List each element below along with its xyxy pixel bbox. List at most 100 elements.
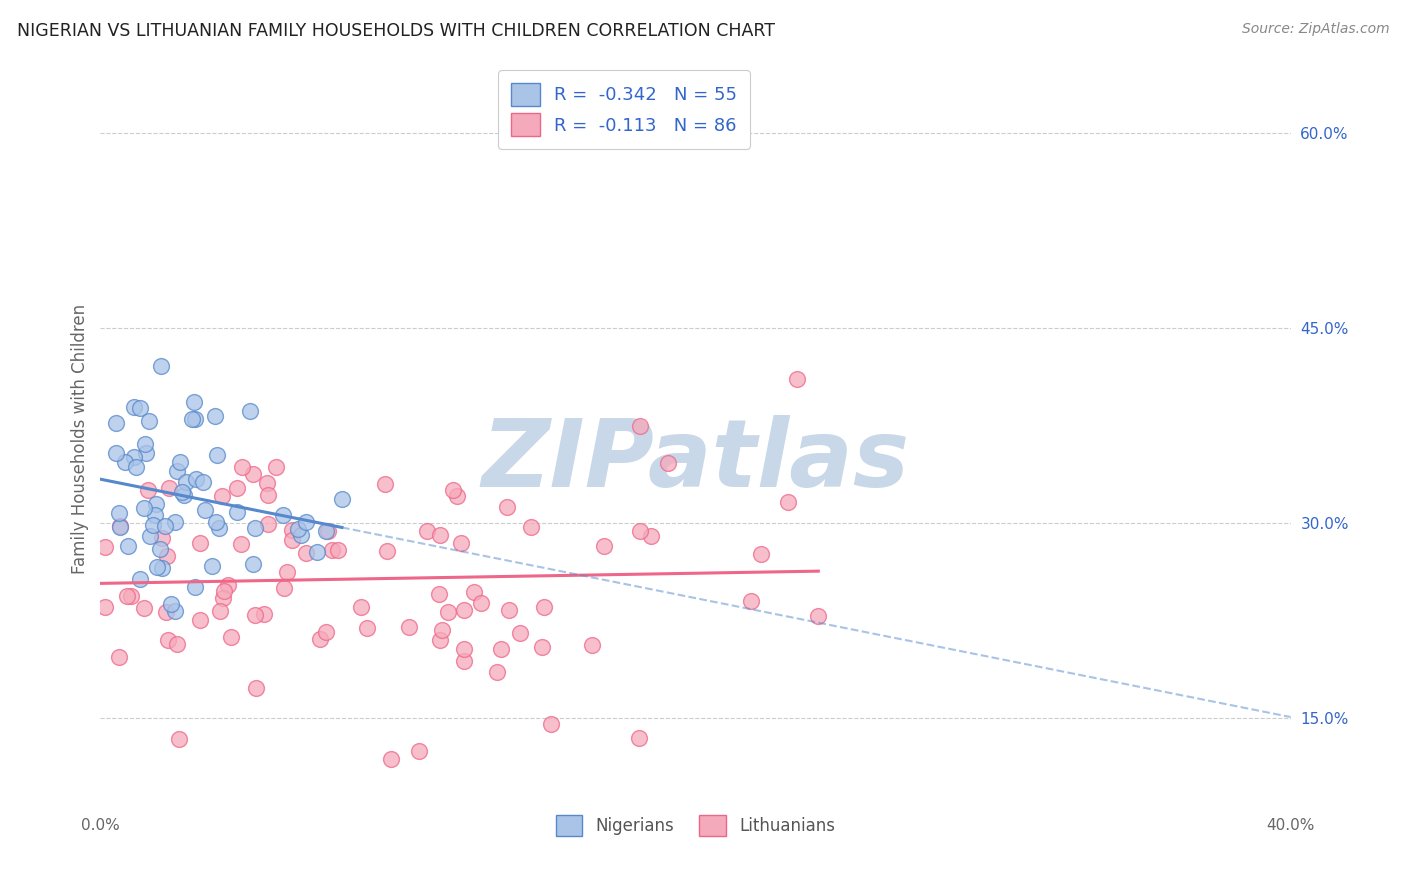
Point xyxy=(136,483,159,497)
Point xyxy=(778,495,800,509)
Point xyxy=(149,541,172,556)
Point xyxy=(188,535,211,549)
Point xyxy=(150,359,173,374)
Legend: Nigerians, Lithuanians: Nigerians, Lithuanians xyxy=(547,806,844,845)
Point xyxy=(441,483,464,497)
Point xyxy=(486,665,509,680)
Point xyxy=(281,533,304,547)
Point xyxy=(315,625,337,640)
Point xyxy=(226,505,249,519)
Point xyxy=(374,477,396,491)
Point xyxy=(122,450,145,464)
Point xyxy=(129,573,152,587)
Point xyxy=(266,459,288,474)
Point xyxy=(231,459,253,474)
Point xyxy=(115,589,138,603)
Point xyxy=(489,642,512,657)
Point xyxy=(122,401,145,415)
Point xyxy=(356,620,378,634)
Point xyxy=(495,500,517,515)
Point xyxy=(172,485,194,500)
Point xyxy=(155,605,177,619)
Point xyxy=(498,603,520,617)
Point xyxy=(143,508,166,523)
Point xyxy=(432,623,454,637)
Point xyxy=(627,731,650,745)
Point xyxy=(153,518,176,533)
Point xyxy=(211,591,233,606)
Point xyxy=(540,716,562,731)
Point xyxy=(242,467,264,481)
Point xyxy=(375,544,398,558)
Point xyxy=(593,539,616,553)
Point xyxy=(628,419,651,434)
Point xyxy=(446,489,468,503)
Point xyxy=(181,412,204,426)
Point xyxy=(657,456,679,470)
Point xyxy=(437,605,460,619)
Point xyxy=(427,587,450,601)
Point xyxy=(104,446,127,460)
Point xyxy=(416,524,439,538)
Point xyxy=(253,607,276,621)
Point xyxy=(156,633,179,648)
Point xyxy=(453,603,475,617)
Point xyxy=(429,528,451,542)
Point xyxy=(166,464,188,478)
Point xyxy=(226,481,249,495)
Point xyxy=(280,523,302,537)
Point xyxy=(174,475,197,490)
Text: ZIPatlas: ZIPatlas xyxy=(481,415,910,507)
Point xyxy=(135,446,157,460)
Point xyxy=(128,401,150,415)
Point xyxy=(208,521,231,535)
Point xyxy=(398,620,420,634)
Point xyxy=(257,488,280,502)
Point xyxy=(217,578,239,592)
Point xyxy=(242,558,264,572)
Point xyxy=(108,518,131,533)
Point xyxy=(219,630,242,644)
Point xyxy=(581,638,603,652)
Point xyxy=(132,601,155,615)
Point xyxy=(211,489,233,503)
Point xyxy=(229,537,252,551)
Point xyxy=(114,455,136,469)
Point xyxy=(209,604,232,618)
Point xyxy=(380,752,402,766)
Point xyxy=(107,506,129,520)
Point xyxy=(156,549,179,564)
Point xyxy=(533,599,555,614)
Point xyxy=(408,744,430,758)
Point xyxy=(184,412,207,426)
Point xyxy=(145,559,167,574)
Point xyxy=(273,508,295,522)
Point xyxy=(628,524,651,539)
Point xyxy=(194,502,217,516)
Point xyxy=(166,637,188,651)
Point xyxy=(305,545,328,559)
Point xyxy=(94,540,117,554)
Point xyxy=(531,640,554,654)
Text: Source: ZipAtlas.com: Source: ZipAtlas.com xyxy=(1241,22,1389,37)
Point xyxy=(173,488,195,502)
Point xyxy=(330,492,353,507)
Point xyxy=(117,539,139,553)
Point xyxy=(290,527,312,541)
Point xyxy=(205,448,228,462)
Point xyxy=(740,593,762,607)
Point xyxy=(450,536,472,550)
Point xyxy=(453,642,475,657)
Point xyxy=(188,613,211,627)
Point xyxy=(470,596,492,610)
Point xyxy=(94,600,117,615)
Point xyxy=(134,437,156,451)
Point xyxy=(205,515,228,529)
Point xyxy=(120,589,142,603)
Point xyxy=(160,597,183,611)
Point xyxy=(350,599,373,614)
Point xyxy=(315,524,337,538)
Point xyxy=(243,607,266,622)
Point xyxy=(204,409,226,423)
Point xyxy=(749,547,772,561)
